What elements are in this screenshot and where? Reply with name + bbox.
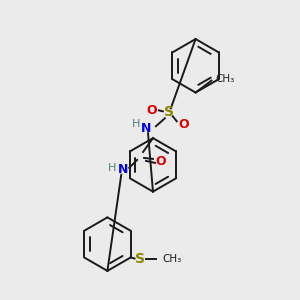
Text: O: O bbox=[156, 155, 166, 168]
Text: O: O bbox=[178, 118, 189, 131]
Text: N: N bbox=[118, 163, 128, 176]
Text: H: H bbox=[108, 163, 116, 173]
Text: H: H bbox=[132, 119, 140, 129]
Text: S: S bbox=[136, 253, 146, 266]
Text: CH₃: CH₃ bbox=[215, 74, 235, 84]
Text: N: N bbox=[141, 122, 151, 135]
Text: CH₃: CH₃ bbox=[162, 254, 182, 265]
Text: S: S bbox=[164, 105, 174, 119]
Text: O: O bbox=[147, 104, 157, 117]
